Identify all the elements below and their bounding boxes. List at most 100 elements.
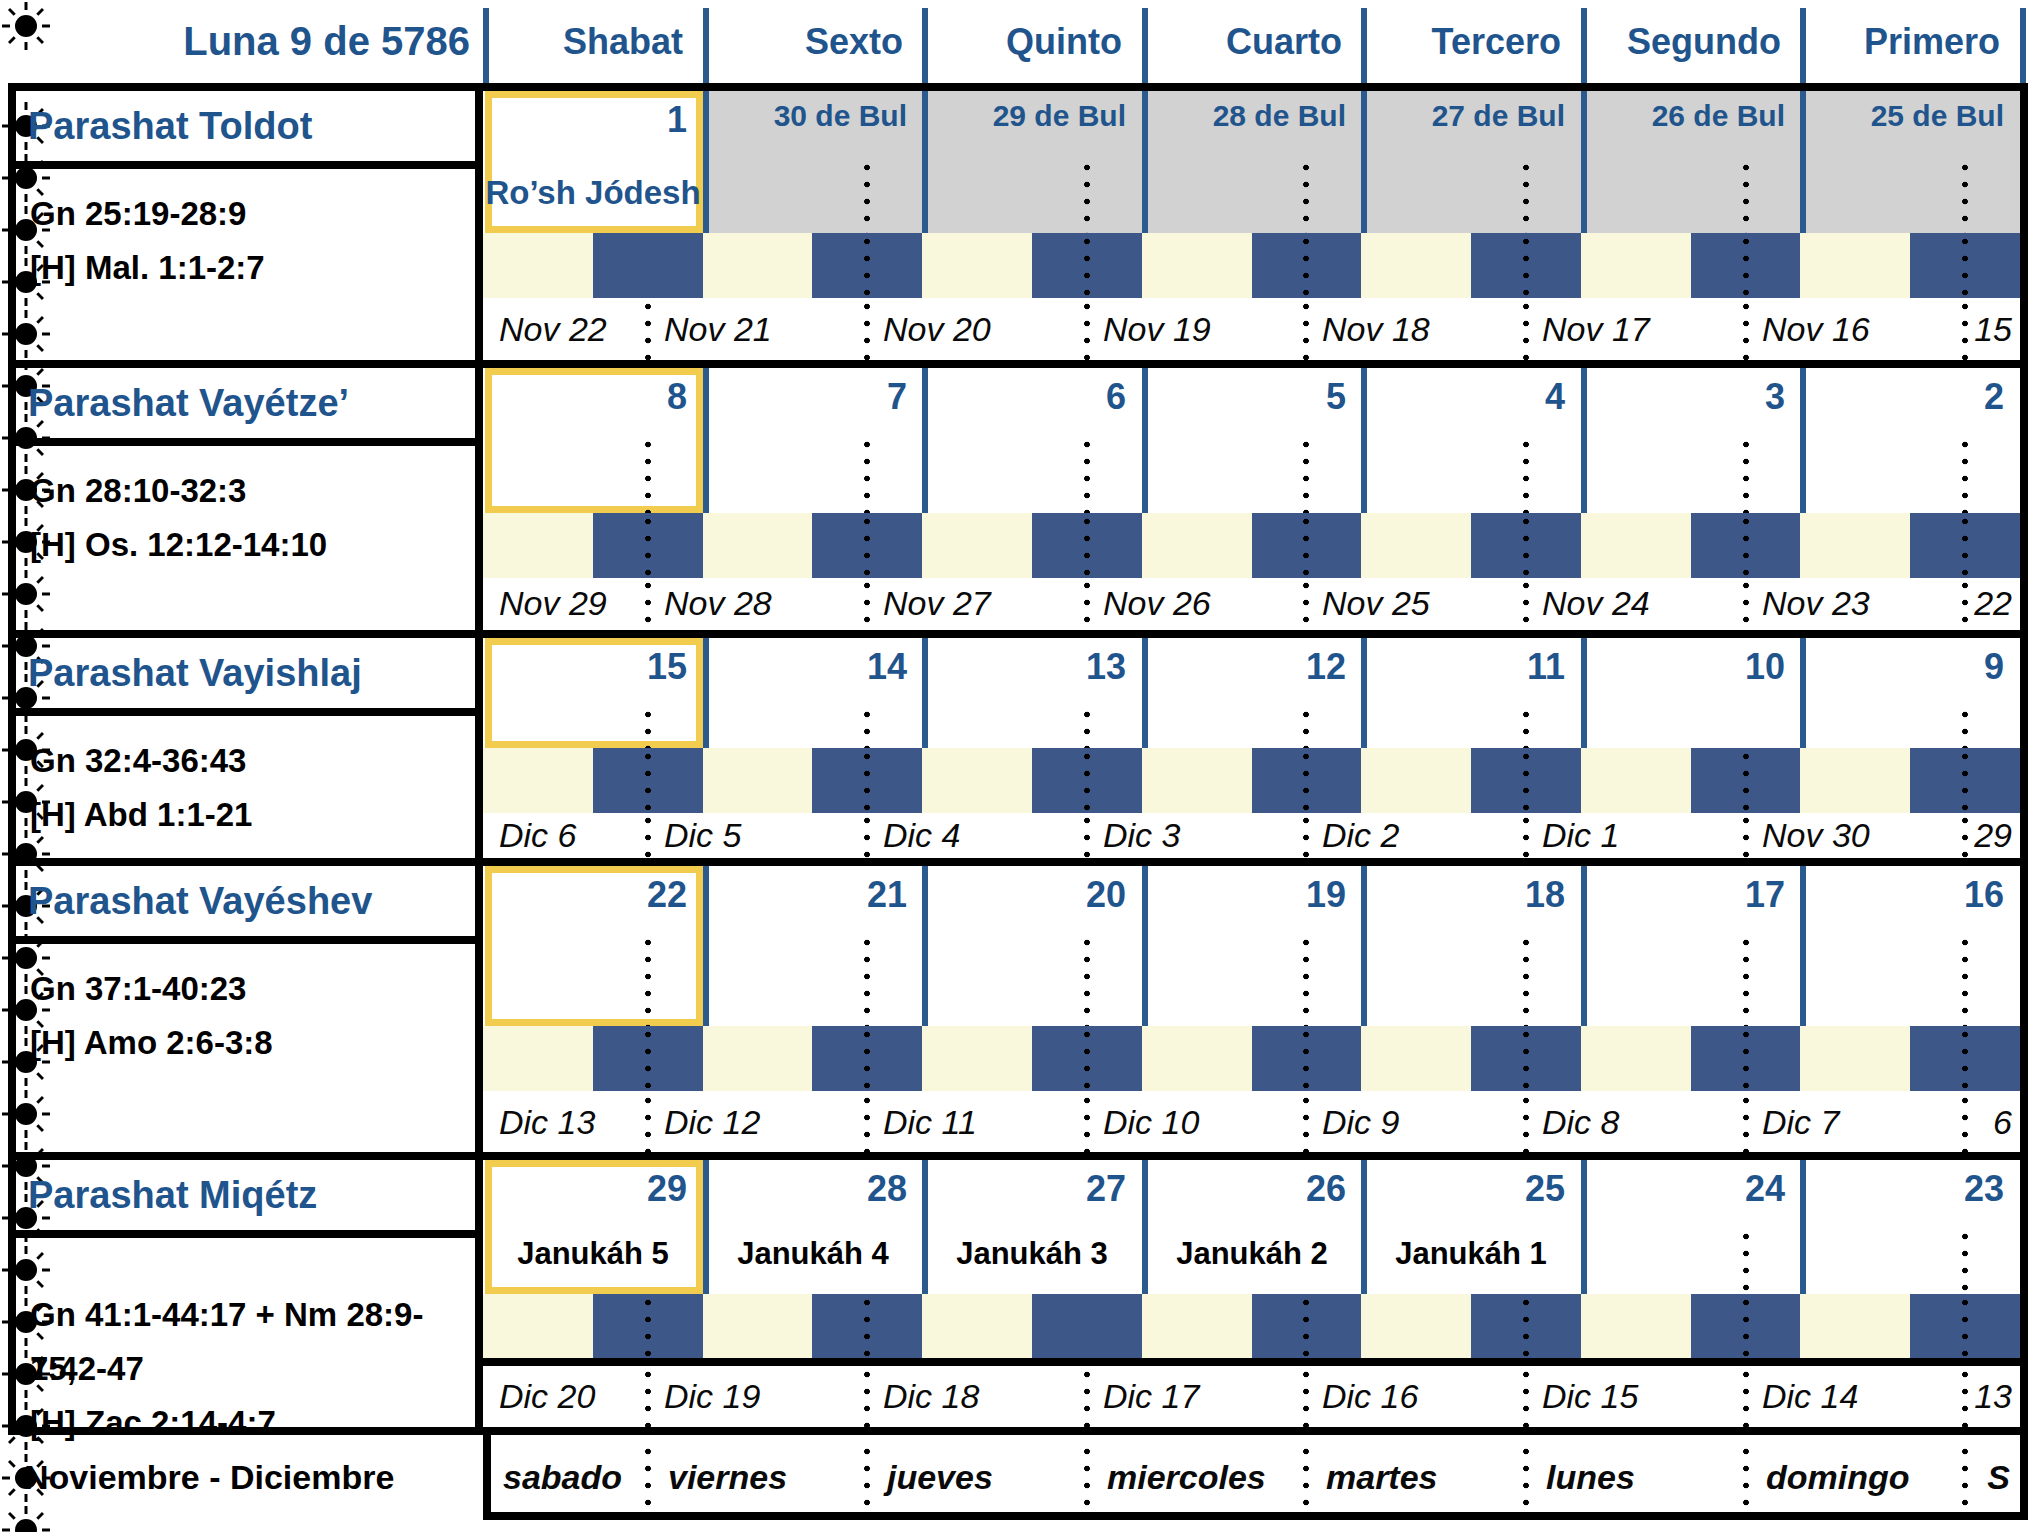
daylight-band xyxy=(1800,233,1910,298)
midnight-dotted-line xyxy=(1303,1294,1309,1359)
midnight-dotted-line xyxy=(1084,513,1090,578)
gregorian-date: Dic 4 xyxy=(883,812,1083,858)
gregorian-date: Nov 24 xyxy=(1542,577,1742,630)
torah-reading-line: [H] Os. 12:12-14:10 xyxy=(30,518,453,572)
midnight-dotted-line xyxy=(1523,159,1529,233)
parashah-title-separator xyxy=(8,708,483,716)
gregorian-date: Dic 10 xyxy=(1103,1092,1303,1152)
midnight-dotted-line xyxy=(645,812,651,858)
parashah-title-separator xyxy=(8,1230,483,1238)
gregorian-date: Nov 25 xyxy=(1322,577,1522,630)
day-number: 9 xyxy=(1800,646,2004,692)
day-number: 12 xyxy=(1142,646,1346,692)
day-number: 20 xyxy=(922,874,1126,920)
midnight-dotted-line xyxy=(864,1026,870,1091)
daylight-band xyxy=(1142,233,1252,298)
midnight-dotted-line xyxy=(1523,1026,1529,1091)
day-number: 28 xyxy=(703,1168,907,1214)
midnight-dotted-line xyxy=(645,577,651,630)
day-number: 13 xyxy=(922,646,1126,692)
weekday-header-cuarto: Cuarto xyxy=(1142,0,1342,83)
day-number: 28 de Bul xyxy=(1142,99,1346,145)
night-band xyxy=(593,233,703,298)
day-number: 25 xyxy=(1361,1168,1565,1214)
midnight-dotted-line xyxy=(1523,934,1529,1026)
header-column-separator xyxy=(2020,8,2026,83)
gregorian-date: Nov 30 xyxy=(1762,812,1962,858)
midnight-dotted-line xyxy=(1303,436,1309,513)
midnight-dotted-line xyxy=(1303,298,1309,360)
table-right-border xyxy=(2020,83,2028,1520)
midnight-dotted-line xyxy=(1743,1092,1749,1152)
gregorian-date: Dic 19 xyxy=(664,1366,864,1427)
midnight-dotted-line xyxy=(645,298,651,360)
day-number: 26 xyxy=(1142,1168,1346,1214)
midnight-dotted-line xyxy=(1084,1366,1090,1427)
day-label: Janukáh 4 xyxy=(703,1232,923,1276)
page-title: Luna 9 de 5786 xyxy=(0,0,470,83)
midnight-dotted-line xyxy=(1962,233,1968,298)
day-number: 30 de Bul xyxy=(703,99,907,145)
day-number: 7 xyxy=(703,376,907,422)
midnight-dotted-line xyxy=(645,1294,651,1359)
daylight-band xyxy=(1581,233,1691,298)
gregorian-date: Nov 23 xyxy=(1762,577,1962,630)
midnight-dotted-line xyxy=(1962,1026,1968,1091)
gregorian-date: Dic 7 xyxy=(1762,1092,1962,1152)
daylight-band xyxy=(1142,1026,1252,1091)
midnight-dotted-line xyxy=(1743,436,1749,513)
daylight-band xyxy=(1800,1294,1910,1359)
gregorian-date-sliver: 6 xyxy=(1969,1092,2012,1152)
gregorian-date: Dic 14 xyxy=(1762,1366,1962,1427)
midnight-dotted-line xyxy=(1303,1366,1309,1427)
midnight-dotted-line xyxy=(1743,1228,1749,1294)
midnight-dotted-line xyxy=(864,812,870,858)
midnight-dotted-line xyxy=(1962,1366,1968,1427)
day-label: Janukáh 2 xyxy=(1142,1232,1362,1276)
gregorian-date: Dic 15 xyxy=(1542,1366,1742,1427)
night-band xyxy=(1032,1294,1142,1359)
midnight-dotted-line xyxy=(1743,1294,1749,1359)
daylight-band xyxy=(703,1026,813,1091)
midnight-dotted-line xyxy=(864,706,870,748)
midnight-dotted-line xyxy=(1962,298,1968,360)
daylight-band xyxy=(1142,1294,1252,1359)
day-number: 4 xyxy=(1361,376,1565,422)
torah-reading-line: Gn 25:19-28:9 xyxy=(30,187,453,241)
daylight-band xyxy=(1361,1026,1471,1091)
midnight-dotted-line xyxy=(1523,298,1529,360)
midnight-dotted-line xyxy=(1743,233,1749,298)
gregorian-date-sliver: 13 xyxy=(1969,1366,2012,1427)
day-number: 3 xyxy=(1581,376,1785,422)
header-column-separator xyxy=(1800,8,1806,83)
midnight-dotted-line xyxy=(1962,513,1968,578)
footer-weekday: martes xyxy=(1326,1435,1526,1520)
torah-reading-line: [H] Mal. 1:1-2:7 xyxy=(30,241,453,295)
torah-reading-line: [H] Zac 2:14-4:7 xyxy=(30,1396,453,1450)
daylight-band xyxy=(1581,1294,1691,1359)
midnight-dotted-line xyxy=(1523,513,1529,578)
daylight-band xyxy=(703,513,813,578)
daylight-band xyxy=(483,1294,595,1359)
midnight-dotted-line xyxy=(864,513,870,578)
daylight-band xyxy=(1800,1026,1910,1091)
day-number: 6 xyxy=(922,376,1126,422)
midnight-dotted-line xyxy=(1084,812,1090,858)
midnight-dotted-line xyxy=(1962,159,1968,233)
midnight-dotted-line xyxy=(1303,1092,1309,1152)
midnight-dotted-line xyxy=(1743,577,1749,630)
midnight-dotted-line xyxy=(1084,298,1090,360)
midnight-dotted-line xyxy=(1962,812,1968,858)
gregorian-date-sliver: 15 xyxy=(1969,298,2012,360)
weekday-header-quinto: Quinto xyxy=(922,0,1122,83)
parashah-title-separator xyxy=(8,438,483,446)
midnight-dotted-line xyxy=(1523,233,1529,298)
day-number: 2 xyxy=(1800,376,2004,422)
midnight-dotted-line xyxy=(864,1366,870,1427)
midnight-dotted-line xyxy=(864,436,870,513)
midnight-dotted-line xyxy=(645,1092,651,1152)
torah-reading-line: Gn 28:10-32:3 xyxy=(30,464,453,518)
day-number: 21 xyxy=(703,874,907,920)
midnight-dotted-line xyxy=(1523,436,1529,513)
gregorian-date: Nov 21 xyxy=(664,298,864,360)
